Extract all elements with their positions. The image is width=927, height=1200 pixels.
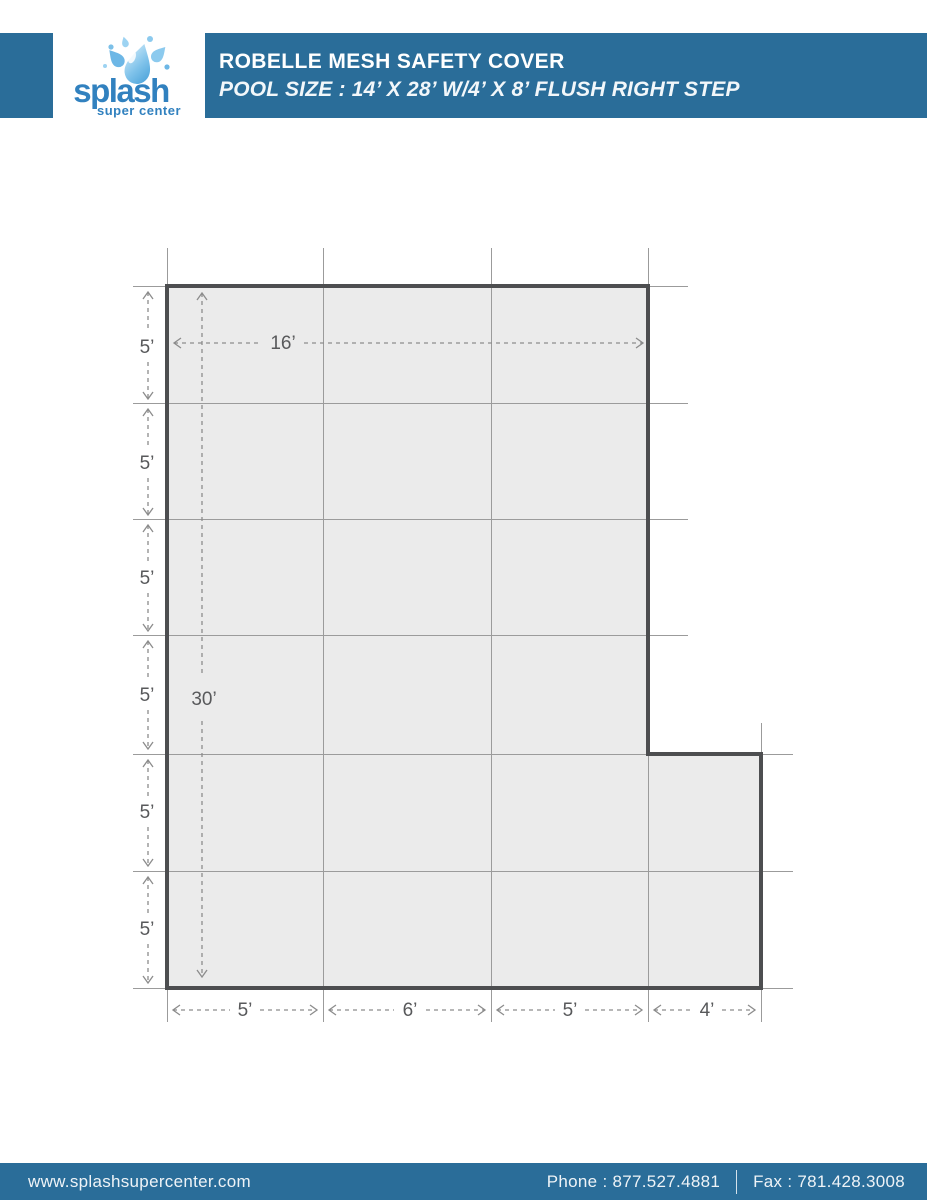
pool-cover-fill bbox=[167, 286, 761, 988]
bottom-dim-label: 5’ bbox=[238, 1000, 253, 1021]
left-dim-label: 5’ bbox=[140, 337, 155, 358]
left-dim-label: 5’ bbox=[140, 919, 155, 940]
width-span-label: 16’ bbox=[270, 333, 295, 354]
left-dim-label: 5’ bbox=[140, 568, 155, 589]
water-splash-icon bbox=[103, 36, 170, 84]
dimension-labels: 16’ 30’ 5’ 5’ 5’ 5’ 5’ 5’ 5’ 6’ 5’ 4’ bbox=[140, 333, 715, 1021]
page-title: ROBELLE MESH SAFETY COVER bbox=[219, 50, 565, 74]
header-title-bar: ROBELLE MESH SAFETY COVER POOL SIZE : 14… bbox=[205, 33, 927, 118]
page-subtitle: POOL SIZE : 14’ X 28’ W/4’ X 8’ FLUSH RI… bbox=[219, 77, 740, 101]
dimension-lines bbox=[142, 290, 757, 1016]
height-span-label: 30’ bbox=[191, 689, 216, 710]
splash-logo: splash super center bbox=[53, 33, 205, 118]
footer-divider bbox=[736, 1169, 738, 1194]
bottom-dim-label: 6’ bbox=[403, 1000, 418, 1021]
footer-website: www.splashsupercenter.com bbox=[28, 1171, 251, 1191]
pool-cover-outline bbox=[165, 284, 763, 990]
header-left-bar bbox=[0, 33, 53, 118]
bottom-dim-label: 5’ bbox=[563, 1000, 578, 1021]
footer-bar: www.splashsupercenter.com Phone : 877.52… bbox=[0, 1163, 927, 1200]
left-dim-label: 5’ bbox=[140, 453, 155, 474]
footer-contact: Phone : 877.527.4881 Fax : 781.428.3008 bbox=[546, 1169, 905, 1194]
left-dim-label: 5’ bbox=[140, 802, 155, 823]
header-band: splash super center ROBELLE MESH SAFETY … bbox=[0, 33, 927, 118]
logo-wordmark: splash bbox=[73, 72, 169, 109]
footer-phone: Phone : 877.527.4881 bbox=[546, 1171, 721, 1191]
left-dim-label: 5’ bbox=[140, 685, 155, 706]
footer-fax: Fax : 781.428.3008 bbox=[753, 1171, 905, 1191]
bottom-dim-label: 4’ bbox=[700, 1000, 715, 1021]
logo-tagline: super center bbox=[97, 103, 181, 118]
splash-logo-graphic: splash super center bbox=[73, 36, 181, 118]
